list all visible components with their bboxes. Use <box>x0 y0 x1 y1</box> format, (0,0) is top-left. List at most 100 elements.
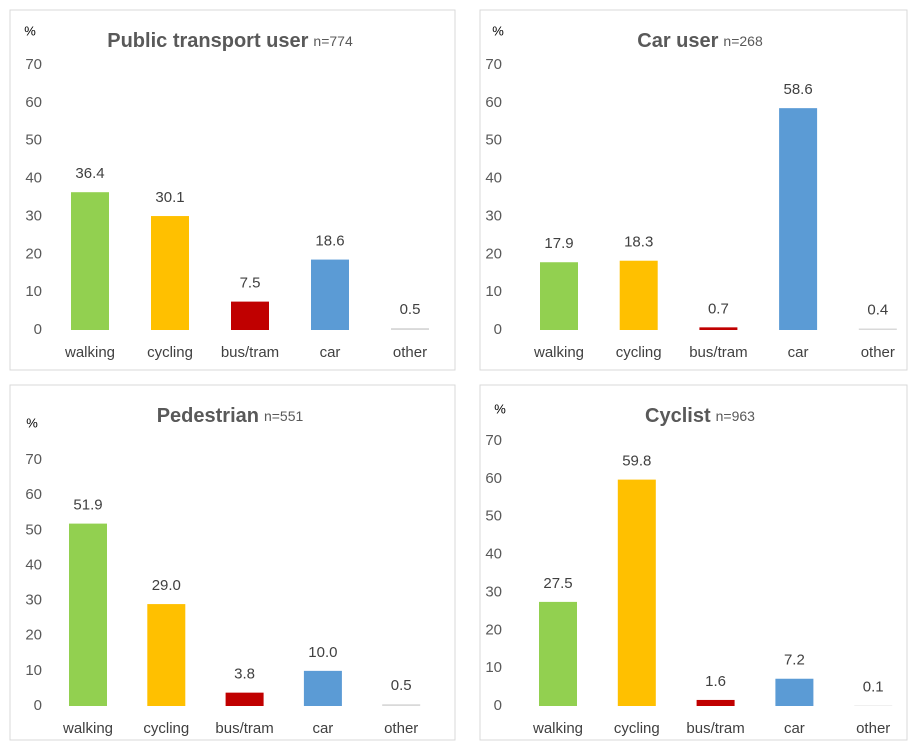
data-label: 18.6 <box>315 233 344 250</box>
data-label: 3.8 <box>234 666 255 683</box>
y-tick-label: 30 <box>25 207 42 224</box>
panel-border <box>9 384 456 741</box>
y-tick-label: 10 <box>485 283 502 300</box>
data-label: 36.4 <box>75 165 104 182</box>
x-tick-label: walking <box>64 344 115 361</box>
x-tick-label: car <box>320 344 341 361</box>
x-tick-label: car <box>784 720 805 737</box>
title-n: n=268 <box>723 33 763 49</box>
bar <box>619 260 658 330</box>
title-main: Cyclist <box>645 405 711 427</box>
y-tick-label: 50 <box>485 508 502 525</box>
data-label: 17.9 <box>544 235 573 252</box>
title-main: Car user <box>637 30 718 52</box>
title-n: n=963 <box>716 408 756 424</box>
y-tick-label: 70 <box>485 432 502 449</box>
panel-border <box>479 9 908 371</box>
x-tick-label: car <box>312 720 333 737</box>
data-label: 51.9 <box>73 497 102 514</box>
x-tick-label: walking <box>62 720 113 737</box>
y-tick-label: 70 <box>25 56 42 73</box>
title-n: n=551 <box>264 408 304 424</box>
y-tick-label: 60 <box>25 486 42 503</box>
y-tick-label: 30 <box>485 583 502 600</box>
y-tick-label: 0 <box>34 321 42 338</box>
y-tick-label: 50 <box>25 132 42 149</box>
y-tick-label: 10 <box>25 283 42 300</box>
y-tick-label: 0 <box>494 321 502 338</box>
data-label: 0.5 <box>391 677 412 694</box>
bar <box>303 670 342 706</box>
x-tick-label: cycling <box>147 344 193 361</box>
x-tick-label: bus/tram <box>686 720 744 737</box>
x-tick-label: cycling <box>143 720 189 737</box>
data-label: 27.5 <box>543 575 572 592</box>
y-tick-label: 40 <box>25 170 42 187</box>
bar <box>225 692 264 706</box>
y-tick-label: 0 <box>34 697 42 714</box>
x-tick-label: cycling <box>616 344 662 361</box>
y-tick-label: 50 <box>25 521 42 538</box>
x-tick-label: car <box>788 344 809 361</box>
y-tick-label: 60 <box>25 94 42 111</box>
y-tick-label: 10 <box>25 662 42 679</box>
y-tick-label: 60 <box>485 94 502 111</box>
bar <box>779 108 818 331</box>
bar <box>775 678 814 706</box>
x-tick-label: bus/tram <box>215 720 273 737</box>
chart-panel: Cyclist n=963% 0 10 20 30 40 50 60 70 27.5 walking 5… <box>479 384 908 741</box>
data-label: 0.1 <box>863 679 884 696</box>
chart-title: Pedestrian n=551 <box>157 405 304 427</box>
x-tick-label: other <box>856 720 890 737</box>
y-tick-label: 30 <box>25 592 42 609</box>
title-main: Public transport user <box>107 30 308 52</box>
y-tick-label: 10 <box>485 659 502 676</box>
y-axis-label: % <box>494 401 506 416</box>
y-tick-label: 40 <box>485 170 502 187</box>
bar <box>540 262 578 330</box>
x-tick-label: other <box>384 720 418 737</box>
data-label: 7.5 <box>240 275 261 292</box>
x-tick-label: other <box>861 344 895 361</box>
x-tick-label: bus/tram <box>689 344 747 361</box>
y-tick-label: 40 <box>485 546 502 563</box>
bar <box>147 604 186 706</box>
chart-title: Cyclist n=963 <box>645 405 755 427</box>
data-label: 7.2 <box>784 652 805 669</box>
data-label: 0.7 <box>708 300 729 317</box>
y-tick-label: 50 <box>485 132 502 149</box>
data-label: 0.4 <box>867 301 888 318</box>
chart-title: Car user n=268 <box>637 30 763 52</box>
data-label: 18.3 <box>624 234 653 251</box>
bar <box>858 328 897 330</box>
y-tick-label: 70 <box>25 451 42 468</box>
bar <box>699 327 738 330</box>
panel-border <box>479 384 908 741</box>
x-tick-label: cycling <box>614 720 660 737</box>
bar <box>71 192 109 330</box>
chart-panel: Car user n=268% 0 10 20 30 40 50 60 70 17.9 walking… <box>479 9 908 371</box>
data-label: 0.5 <box>400 301 421 318</box>
data-label: 1.6 <box>705 673 726 690</box>
chart-panel: Pedestrian n=551% 0 10 20 30 40 50 60 70 51.9 walki… <box>9 384 456 741</box>
data-label: 59.8 <box>622 453 651 470</box>
y-axis-label: % <box>492 23 504 38</box>
chart-panel: Public transport user n=774% 0 10 20 30 40 50 60… <box>9 9 456 371</box>
bar <box>539 601 577 706</box>
data-label: 58.6 <box>783 81 812 98</box>
x-tick-label: bus/tram <box>221 344 279 361</box>
y-tick-label: 20 <box>485 245 502 262</box>
bar <box>231 301 269 330</box>
title-main: Pedestrian <box>157 405 259 427</box>
bar <box>617 479 656 706</box>
y-axis-label: % <box>26 415 38 430</box>
bar <box>69 523 107 706</box>
y-tick-label: 20 <box>25 245 42 262</box>
bar <box>311 259 349 330</box>
y-tick-label: 30 <box>485 207 502 224</box>
data-label: 30.1 <box>155 189 184 206</box>
y-tick-label: 0 <box>494 697 502 714</box>
bar <box>696 699 735 706</box>
x-tick-label: other <box>393 344 427 361</box>
